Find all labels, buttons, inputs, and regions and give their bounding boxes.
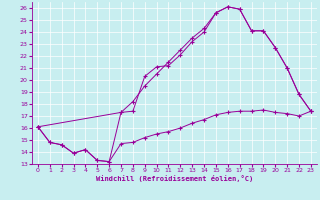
X-axis label: Windchill (Refroidissement éolien,°C): Windchill (Refroidissement éolien,°C) bbox=[96, 175, 253, 182]
